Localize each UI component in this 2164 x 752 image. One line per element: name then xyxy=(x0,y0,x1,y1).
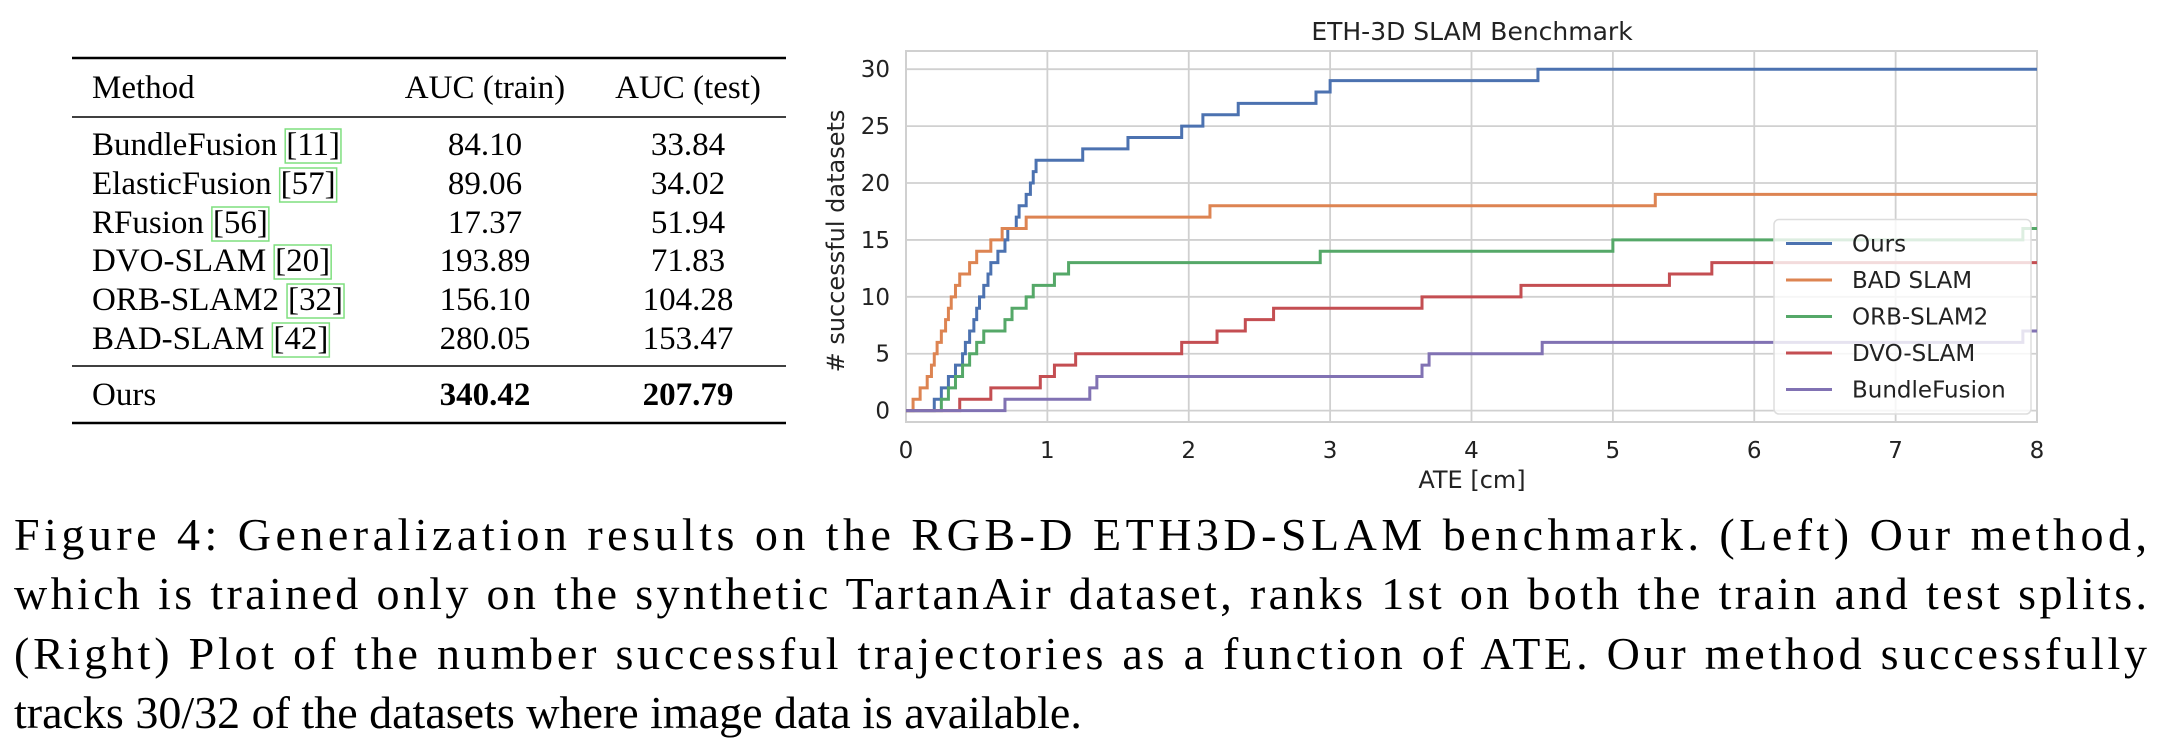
test-cell: 207.79 xyxy=(643,377,734,413)
x-tick-label: 1 xyxy=(1040,438,1055,464)
x-tick-label: 4 xyxy=(1464,438,1479,464)
x-axis-label: ATE [cm] xyxy=(1418,466,1525,494)
y-tick-label: 10 xyxy=(861,285,890,311)
citation-box xyxy=(278,167,338,203)
x-tick-label: 7 xyxy=(1888,438,1903,464)
method-cell: RFusion [56] xyxy=(92,205,268,241)
test-cell: 104.28 xyxy=(643,282,734,318)
legend-label: Ours xyxy=(1852,232,1906,258)
test-cell: 33.84 xyxy=(651,127,725,163)
citation: [42] xyxy=(273,321,328,357)
train-cell: 340.42 xyxy=(440,377,531,413)
train-cell: 280.05 xyxy=(440,321,531,357)
method-cell: BundleFusion [11] xyxy=(92,127,340,163)
test-cell: 34.02 xyxy=(651,166,725,202)
series-line xyxy=(906,67,2037,413)
citation: [20] xyxy=(275,243,330,279)
table-header: AUC (test) xyxy=(615,70,761,106)
method-name: BAD-SLAM xyxy=(92,321,264,357)
chart-title: ETH-3D SLAM Benchmark xyxy=(1311,17,1633,46)
y-tick-label: 0 xyxy=(875,399,890,425)
train-cell: 89.06 xyxy=(448,166,522,202)
x-tick-label: 6 xyxy=(1747,438,1762,464)
caption-line: (Right) Plot of the number successful tr… xyxy=(14,628,2147,679)
legend-box xyxy=(1773,218,2032,415)
legend-label: DVO-SLAM xyxy=(1852,341,1975,367)
train-cell: 156.10 xyxy=(440,282,531,318)
y-tick-label: 25 xyxy=(861,114,890,140)
test-cell: 71.83 xyxy=(651,243,725,279)
method-name: BundleFusion xyxy=(92,127,277,163)
citation-box xyxy=(284,128,342,164)
caption-line: tracks 30/32 of the datasets where image… xyxy=(14,687,1082,738)
series-line xyxy=(906,227,2037,413)
x-tick-label: 8 xyxy=(2030,438,2045,464)
method-name: ORB-SLAM2 xyxy=(92,282,279,318)
train-cell: 17.37 xyxy=(448,205,522,241)
table-header: Method xyxy=(92,70,195,106)
train-cell: 193.89 xyxy=(440,243,531,279)
x-tick-label: 2 xyxy=(1181,438,1196,464)
plot-frame xyxy=(905,50,2038,423)
citation: [57] xyxy=(281,166,336,202)
legend-label: ORB-SLAM2 xyxy=(1852,305,1988,331)
method-cell: DVO-SLAM [20] xyxy=(92,243,330,279)
series-line xyxy=(906,192,2037,413)
y-tick-label: 20 xyxy=(861,171,890,197)
method-cell: ElasticFusion [57] xyxy=(92,166,336,202)
series-line xyxy=(906,261,2037,413)
test-cell: 153.47 xyxy=(643,321,734,357)
train-cell: 84.10 xyxy=(448,127,522,163)
legend-label: BAD SLAM xyxy=(1852,268,1972,294)
citation: [56] xyxy=(213,205,268,241)
table-header: AUC (train) xyxy=(405,70,565,106)
caption-line: Figure 4: Generalization results on the … xyxy=(14,509,2147,560)
method-cell: Ours xyxy=(92,377,156,413)
citation-box xyxy=(273,244,332,280)
citation-box xyxy=(211,206,270,242)
y-axis-label: # successful datasets xyxy=(822,110,850,373)
citation-box xyxy=(286,283,345,319)
y-tick-label: 5 xyxy=(875,342,890,368)
legend-label: BundleFusion xyxy=(1852,378,2006,404)
citation: [11] xyxy=(286,127,340,163)
method-name: RFusion xyxy=(92,205,204,241)
y-tick-label: 30 xyxy=(861,57,890,83)
x-tick-label: 3 xyxy=(1323,438,1338,464)
method-cell: ORB-SLAM2 [32] xyxy=(92,282,343,318)
caption-line: which is trained only on the synthetic T… xyxy=(14,568,2147,619)
method-name: ElasticFusion xyxy=(92,166,272,202)
method-name: DVO-SLAM xyxy=(92,243,266,279)
y-tick-label: 15 xyxy=(861,228,890,254)
test-cell: 51.94 xyxy=(651,205,725,241)
citation-box xyxy=(271,322,331,358)
x-tick-label: 5 xyxy=(1606,438,1621,464)
citation: [32] xyxy=(288,282,343,318)
method-cell: BAD-SLAM [42] xyxy=(92,321,328,357)
x-tick-label: 0 xyxy=(899,438,914,464)
